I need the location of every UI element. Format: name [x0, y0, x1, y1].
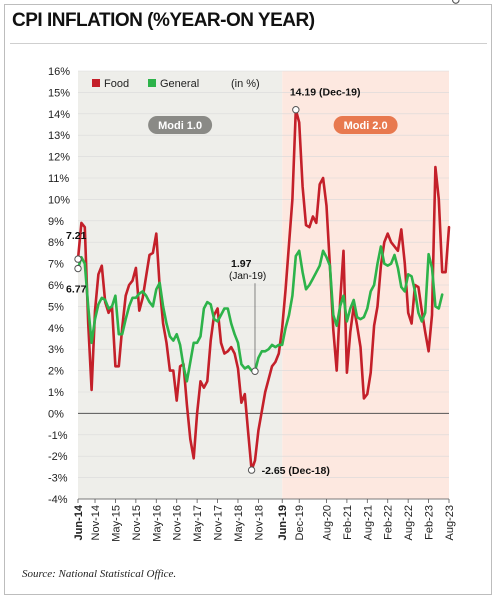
annotation-label: 14.19 (Dec-19): [290, 87, 361, 99]
y-tick-label: 12%: [48, 152, 70, 164]
legend-swatch-general: [148, 79, 156, 87]
y-tick-label: -4%: [48, 494, 68, 506]
period-label: Modi 1.0: [158, 120, 202, 132]
x-tick-label: Nov-18: [253, 505, 265, 540]
y-tick-label: -2%: [48, 451, 68, 463]
annotation-marker: [74, 255, 82, 263]
annotation-label: 1.97: [231, 258, 252, 270]
x-tick-label: Jun-14: [73, 504, 85, 540]
x-tick-label: Nov-17: [213, 505, 225, 540]
y-tick-label: 8%: [48, 237, 64, 249]
x-tick-label: Aug-23: [444, 505, 456, 540]
annotation-label: 5.55: [460, 0, 481, 3]
y-tick-label: -3%: [48, 473, 68, 485]
y-tick-label: 0%: [48, 408, 64, 420]
y-tick-label: 10%: [48, 194, 70, 206]
period-badge: [148, 116, 213, 134]
annotation-marker: [452, 0, 460, 4]
y-tick-label: 4%: [48, 323, 64, 335]
annotation-marker: [292, 106, 300, 114]
series-line-food: [76, 108, 451, 472]
annotation-marker: [247, 466, 256, 474]
y-tick-label: 1%: [48, 387, 64, 399]
x-tick-label: Nov-15: [131, 505, 143, 540]
annotation-label: 7.21: [66, 230, 87, 242]
x-tick-label: Feb-22: [383, 505, 395, 540]
x-tick-label: Jun-19: [277, 505, 289, 540]
annotation-label: -2.65 (Dec-18): [262, 465, 330, 477]
x-tick-label: Aug-22: [403, 505, 415, 540]
y-tick-label: 13%: [48, 130, 70, 142]
legend-label-general: General: [160, 78, 199, 90]
y-tick-label: 2%: [48, 366, 64, 378]
annotation-marker: [251, 367, 259, 375]
series-line-general: [76, 245, 444, 383]
annotation-marker: [74, 264, 82, 273]
x-tick-label: Nov-14: [90, 505, 102, 540]
y-tick-label: 14%: [48, 109, 70, 121]
annotation-sublabel: (Jan-19): [229, 271, 266, 282]
x-tick-label: Feb-23: [424, 505, 436, 540]
period-label: Modi 2.0: [344, 120, 388, 132]
source-note: Source: National Statistical Office.: [22, 568, 177, 580]
y-tick-label: -1%: [48, 430, 68, 442]
y-tick-label: 3%: [48, 344, 64, 356]
x-tick-label: Aug-20: [321, 505, 333, 540]
y-tick-label: 7%: [48, 259, 64, 271]
x-tick-label: Feb-21: [342, 505, 354, 540]
y-tick-label: 11%: [48, 173, 69, 185]
unit-note: (in %): [231, 78, 260, 90]
annotation-label: 8.70: [460, 0, 481, 3]
period-badge: [333, 116, 398, 134]
legend-label-food: Food: [104, 78, 129, 90]
x-tick-label: May-18: [233, 505, 245, 542]
y-tick-label: 15%: [48, 87, 70, 99]
x-tick-label: May-16: [151, 505, 163, 542]
x-tick-label: May-15: [110, 505, 122, 542]
x-tick-label: Dec-19: [294, 505, 306, 540]
x-tick-label: Aug-21: [362, 505, 374, 540]
title-divider: [10, 43, 487, 44]
y-tick-label: 6%: [48, 280, 64, 292]
chart-title: CPI INFLATION (%YEAR-ON YEAR): [12, 10, 315, 31]
y-tick-label: 5%: [48, 301, 64, 313]
x-tick-label: May-17: [192, 505, 204, 542]
y-tick-label: 9%: [48, 216, 64, 228]
annotation-label: 6.77: [66, 284, 87, 296]
y-tick-label: 16%: [48, 66, 70, 78]
x-tick-label: Nov-16: [172, 505, 184, 540]
legend-swatch-food: [92, 79, 100, 87]
